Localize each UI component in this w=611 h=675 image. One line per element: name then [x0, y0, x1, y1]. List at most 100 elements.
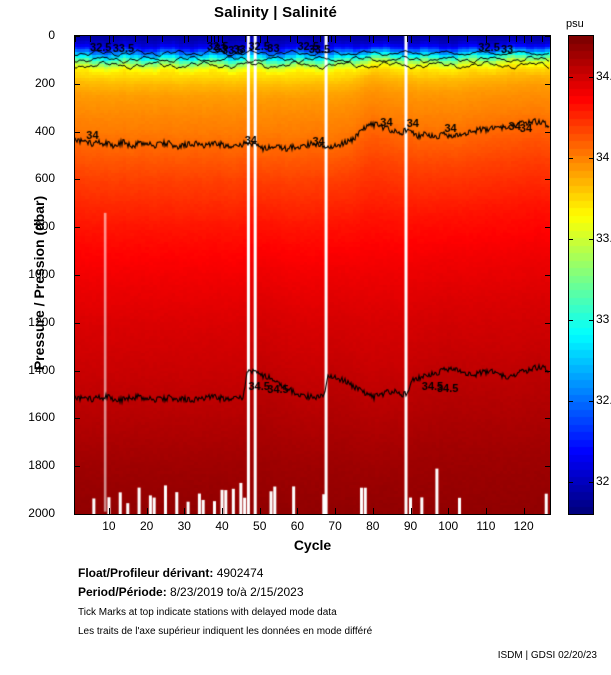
x-tick-mark — [335, 508, 337, 515]
x-tick-mark-top — [297, 36, 299, 43]
colorbar-tick-mark — [568, 238, 573, 240]
x-tick-mark-top — [372, 36, 374, 43]
delayed-mode-tick — [327, 36, 329, 42]
delayed-mode-tick — [406, 36, 408, 42]
footer-attribution: ISDM | GDSI 02/20/23 — [497, 650, 597, 661]
y-tick-mark — [74, 275, 80, 276]
colorbar-tick-mark-right — [589, 400, 594, 402]
delayed-mode-tick — [312, 36, 314, 42]
colorbar-tick-mark — [568, 481, 573, 483]
y-tick-label: 1800 — [28, 458, 55, 473]
float-label: Float/Profileur dérivant: — [78, 566, 214, 580]
delayed-mode-tick — [350, 36, 352, 42]
colorbar-tick-mark — [568, 400, 573, 402]
y-tick-label: 800 — [34, 219, 55, 234]
page-title: Salinity | Salinité — [213, 4, 338, 21]
delayed-mode-tick — [508, 36, 510, 42]
x-tick-mark — [222, 508, 224, 515]
delayed-mode-tick — [75, 36, 76, 42]
colorbar-tick-label: 33 — [596, 311, 610, 326]
y-tick-mark — [74, 466, 80, 468]
x-tick-label: 80 — [366, 519, 380, 533]
period-start: 8/23/2019 — [170, 585, 224, 599]
y-tick-mark — [74, 418, 80, 420]
y-tick-label: 1600 — [28, 410, 55, 425]
delayed-mode-tick — [516, 36, 518, 42]
y-tick-mark-right — [545, 418, 551, 420]
period-separator: to/à — [226, 585, 247, 599]
colorbar-tick-mark-right — [589, 481, 594, 483]
delayed-mode-tick — [135, 36, 137, 42]
x-tick-mark-top — [184, 36, 186, 43]
y-tick-mark-right — [545, 83, 551, 85]
delayed-mode-tick — [429, 36, 431, 42]
delayed-mode-tick — [523, 36, 525, 42]
y-tick-label: 400 — [34, 123, 55, 138]
y-tick-mark-right — [545, 36, 551, 37]
y-tick-mark — [74, 370, 80, 372]
y-tick-mark-right — [545, 370, 551, 372]
colorbar-canvas — [569, 36, 593, 514]
x-tick-mark — [146, 508, 148, 515]
y-tick-label: 600 — [34, 171, 55, 186]
delayed-mode-tick — [448, 36, 450, 42]
delayed-mode-tick — [210, 36, 212, 42]
period-line: Period/Période: 8/23/2019 to/à 2/15/2023 — [78, 585, 598, 599]
delayed-mode-tick — [244, 36, 246, 42]
x-tick-label: 50 — [253, 519, 267, 533]
colorbar-units-label: psu — [566, 18, 584, 30]
delayed-mode-tick — [206, 36, 208, 42]
delayed-mode-tick — [267, 36, 269, 42]
y-tick-label: 1200 — [28, 314, 55, 329]
y-tick-mark — [74, 83, 80, 85]
colorbar-tick-label: 34.5 — [596, 68, 611, 83]
float-id: 4902474 — [216, 566, 264, 580]
x-tick-mark — [259, 508, 261, 515]
y-tick-label: 2000 — [28, 506, 55, 520]
y-tick-mark-right — [545, 179, 551, 181]
colorbar-tick-mark — [568, 157, 573, 159]
delayed-mode-tick — [218, 36, 220, 42]
y-tick-mark-right — [545, 466, 551, 468]
delayed-mode-tick — [542, 36, 544, 42]
x-tick-label: 10 — [102, 519, 116, 533]
float-line: Float/Profileur dérivant: 4902474 — [78, 566, 598, 580]
x-tick-label: 100 — [438, 519, 459, 533]
colorbar-tick-mark-right — [589, 238, 594, 240]
y-tick-mark — [74, 227, 80, 229]
y-tick-label: 0 — [48, 28, 55, 42]
x-tick-label: 60 — [290, 519, 305, 533]
y-tick-mark — [74, 514, 80, 515]
x-tick-label: 110 — [476, 519, 496, 533]
colorbar-tick-mark-right — [589, 76, 594, 78]
delayed-mode-tick — [331, 36, 333, 42]
y-tick-mark — [74, 131, 80, 133]
delayed-mode-tick — [369, 36, 371, 42]
x-tick-label: 20 — [139, 519, 154, 533]
x-tick-mark — [410, 508, 412, 515]
caption-block: Float/Profileur dérivant: 4902474 Period… — [78, 566, 598, 637]
x-tick-mark — [108, 508, 110, 515]
x-tick-label: 40 — [215, 519, 229, 533]
delayed-mode-tick — [467, 36, 469, 42]
x-tick-mark — [448, 508, 450, 515]
y-tick-mark-right — [545, 227, 551, 229]
x-tick-mark-top — [108, 36, 110, 43]
colorbar-tick-label: 34 — [596, 149, 610, 164]
delayed-mode-tick — [387, 36, 389, 42]
y-tick-mark — [74, 179, 80, 181]
x-tick-mark-top — [259, 36, 261, 43]
delayed-mode-tick — [485, 36, 487, 42]
y-tick-mark — [74, 36, 80, 37]
x-tick-label: 70 — [328, 519, 342, 533]
salinity-heatmap-canvas — [75, 36, 550, 514]
x-tick-mark — [297, 508, 299, 515]
delayed-mode-tick — [289, 36, 291, 42]
y-tick-mark-right — [545, 131, 551, 133]
y-tick-mark-right — [545, 322, 551, 324]
delayed-mode-tick — [335, 36, 337, 42]
delayed-mode-tick — [222, 36, 224, 42]
note-english: Tick Marks at top indicate stations with… — [78, 607, 337, 618]
x-tick-mark-top — [410, 36, 412, 43]
delayed-mode-tick — [161, 36, 163, 42]
